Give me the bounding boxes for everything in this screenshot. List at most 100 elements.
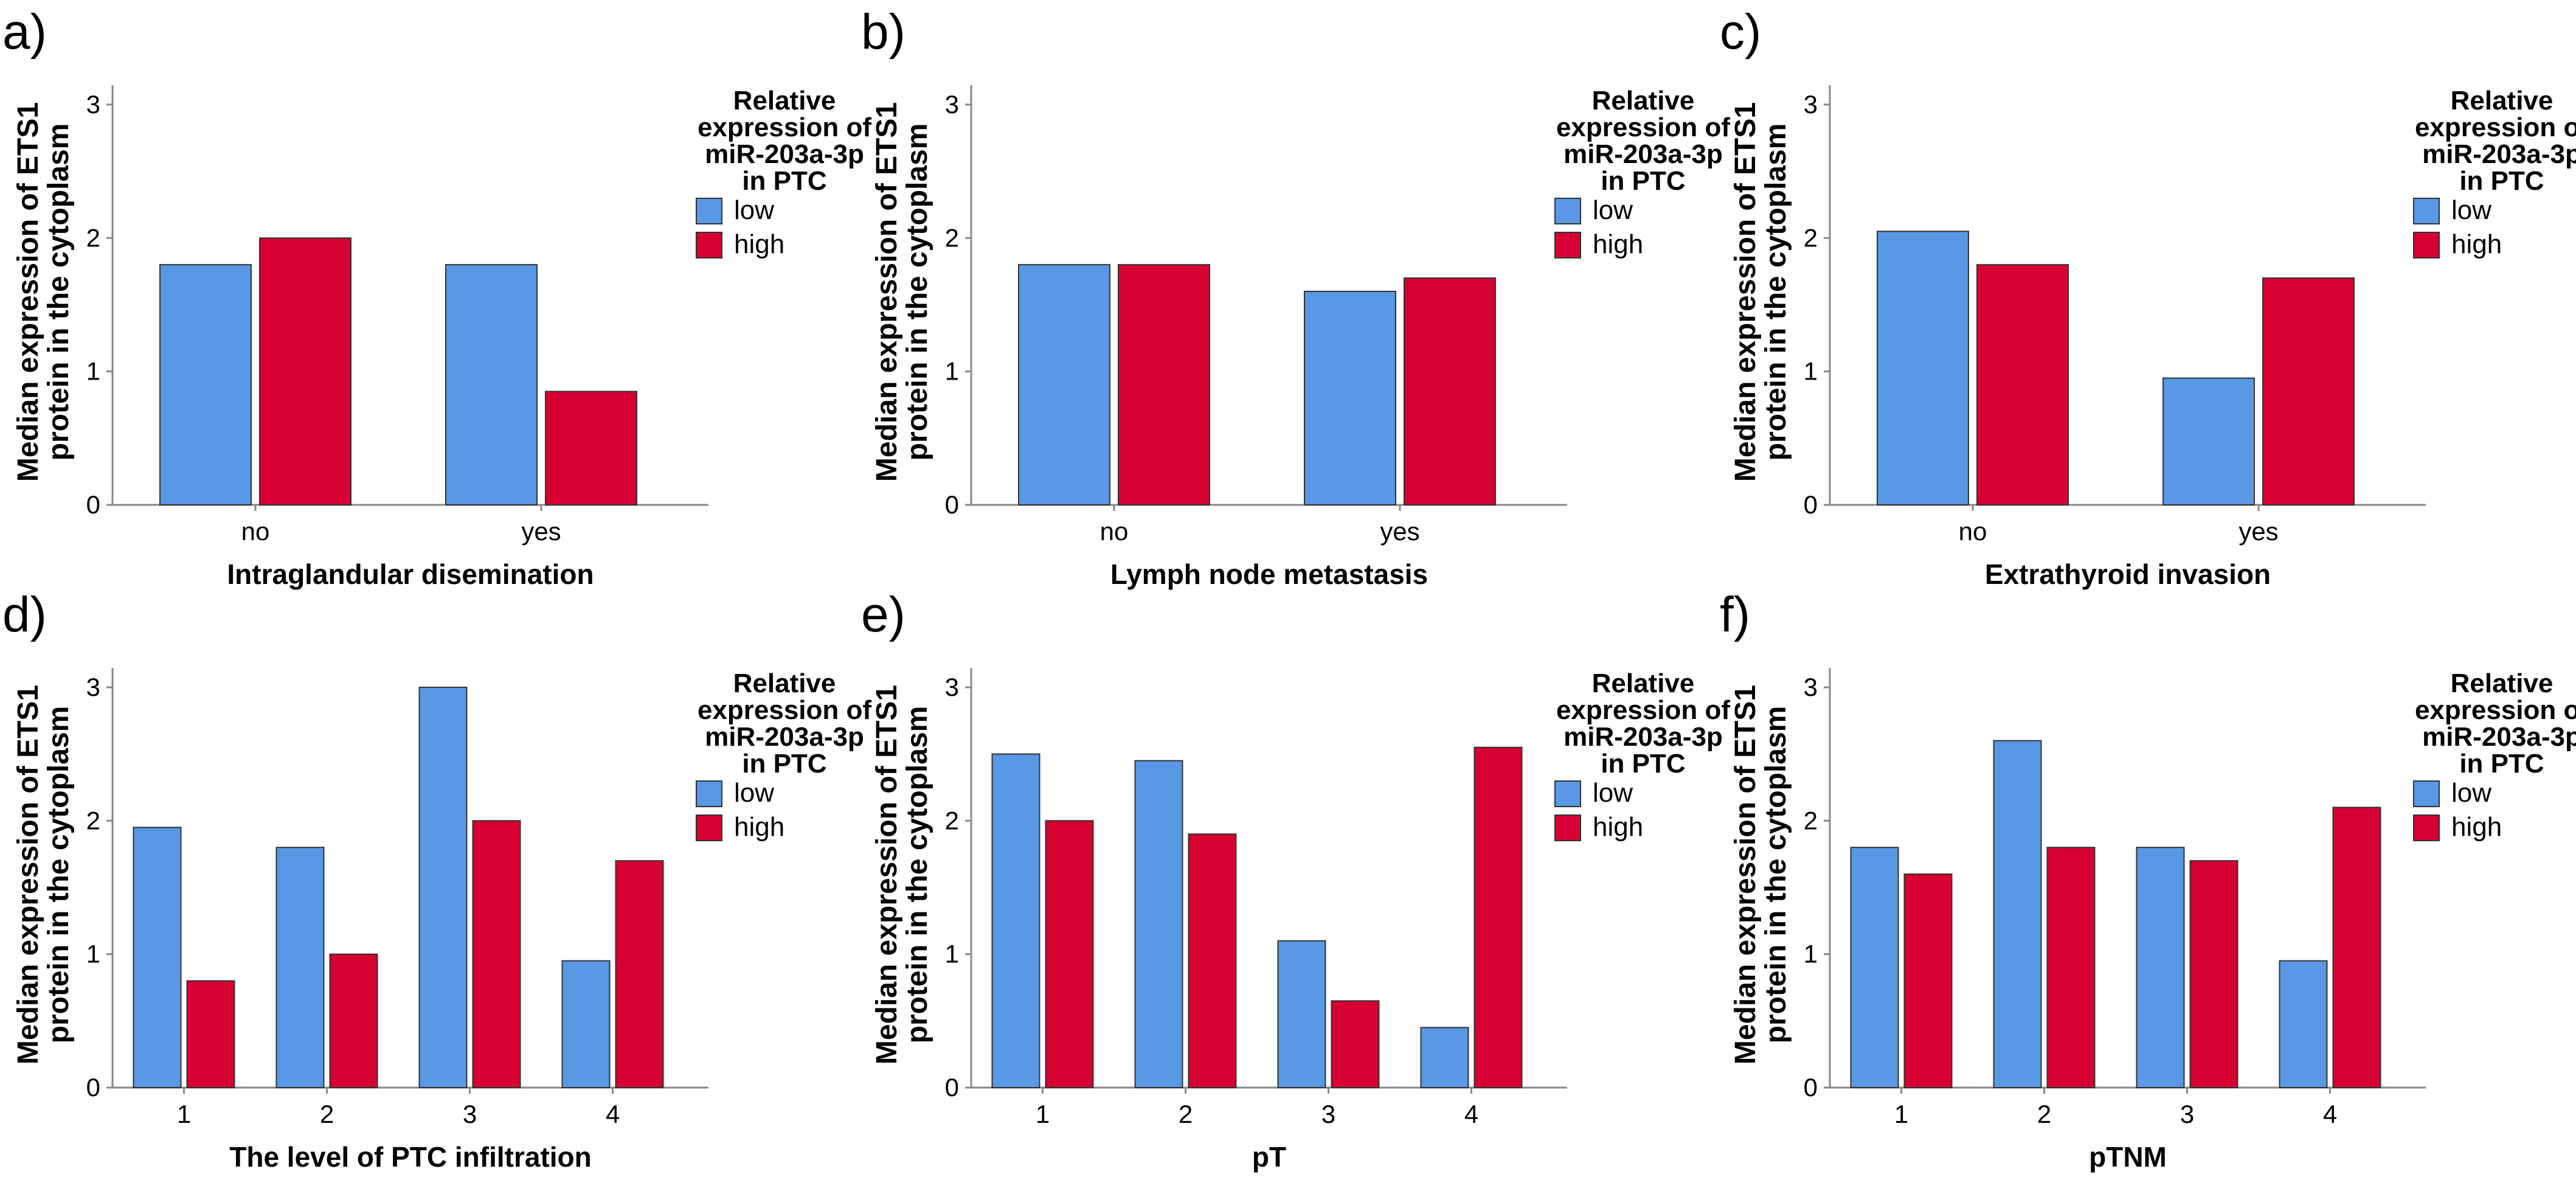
x-axis-label: Extrathyroid invasion bbox=[1985, 558, 2271, 590]
y-axis-label-line-1: Median expression of ETS1 bbox=[12, 102, 44, 482]
y-axis-label-line-2: protein in the cytoplasm bbox=[1760, 123, 1792, 461]
legend-swatch-low bbox=[696, 198, 722, 224]
legend-entry-high: high bbox=[1593, 812, 1643, 842]
bar-low-4 bbox=[561, 960, 611, 1089]
y-tick-label: 3 bbox=[945, 673, 959, 701]
legend-title-line-4: in PTC bbox=[742, 749, 826, 779]
legend-title-line-1: Relative bbox=[733, 668, 836, 698]
bar-low-2 bbox=[1134, 760, 1183, 1089]
x-tick-label-1: 1 bbox=[177, 1100, 191, 1128]
y-tick-label: 3 bbox=[86, 90, 100, 119]
bar-high-3 bbox=[1331, 1000, 1380, 1089]
panel-letter-f: f) bbox=[1720, 587, 1750, 642]
bar-high-4 bbox=[615, 860, 664, 1088]
legend-entry-low: low bbox=[1593, 195, 1633, 225]
chart-panel-a: a) Median expression of ETS1 protein in th… bbox=[0, 0, 871, 590]
y-tick-label: 0 bbox=[945, 490, 959, 519]
bar-high-2 bbox=[1188, 833, 1237, 1088]
legend-title-line-2: expression of bbox=[1556, 113, 1730, 142]
legend-title-line-1: Relative bbox=[1592, 668, 1695, 698]
x-tick-label-2: 2 bbox=[2037, 1100, 2051, 1128]
bar-low-yes bbox=[1304, 291, 1396, 505]
bar-low-yes bbox=[2162, 377, 2255, 506]
legend-swatch-high bbox=[696, 232, 722, 259]
bar-low-no bbox=[159, 264, 252, 505]
bar-low-no bbox=[1018, 264, 1110, 505]
bar-low-3 bbox=[2136, 847, 2185, 1088]
x-tick-label-4: 4 bbox=[2323, 1100, 2337, 1128]
legend-title-line-3: miR-203a-3p bbox=[705, 722, 864, 752]
panel-letter-b: b) bbox=[861, 4, 905, 60]
legend-entry-low: low bbox=[734, 195, 774, 225]
bar-low-no bbox=[1877, 231, 1969, 505]
bar-high-yes bbox=[2262, 277, 2355, 505]
y-tick-label: 1 bbox=[1804, 940, 1818, 968]
x-tick-label-yes: yes bbox=[1380, 517, 1419, 546]
legend-title-line-2: expression of bbox=[2415, 695, 2576, 725]
bar-high-3 bbox=[2189, 860, 2238, 1088]
y-tick-label: 0 bbox=[1804, 1073, 1818, 1102]
x-tick-label-4: 4 bbox=[606, 1100, 620, 1128]
bar-low-1 bbox=[1850, 847, 1899, 1088]
legend-title-line-1: Relative bbox=[2451, 86, 2553, 116]
y-tick-label: 1 bbox=[1804, 357, 1818, 386]
x-tick-label-2: 2 bbox=[320, 1100, 334, 1128]
x-axis-label: Lymph node metastasis bbox=[1110, 558, 1428, 590]
y-tick-label: 2 bbox=[86, 806, 100, 835]
legend-title-line-3: miR-203a-3p bbox=[2422, 139, 2576, 169]
legend-entry-high: high bbox=[2451, 229, 2502, 259]
y-tick-label: 2 bbox=[1804, 223, 1818, 252]
y-tick-label: 2 bbox=[945, 806, 959, 835]
legend-swatch-low bbox=[1554, 198, 1581, 224]
y-tick-label: 3 bbox=[945, 90, 959, 119]
bar-low-3 bbox=[1277, 940, 1326, 1088]
bar-low-4 bbox=[2279, 960, 2328, 1089]
y-tick-label: 0 bbox=[1804, 490, 1818, 519]
x-tick-label-4: 4 bbox=[1464, 1100, 1478, 1128]
legend-swatch-high bbox=[1554, 814, 1581, 841]
legend-entry-high: high bbox=[734, 812, 784, 842]
y-axis-label-line-1: Median expression of ETS1 bbox=[1729, 685, 1762, 1064]
legend-entry-low: low bbox=[2451, 195, 2491, 225]
x-tick-label-3: 3 bbox=[463, 1100, 477, 1128]
bar-high-4 bbox=[2332, 807, 2381, 1088]
bar-high-no bbox=[1976, 264, 2069, 505]
legend-swatch-low bbox=[696, 780, 722, 807]
y-tick-label: 2 bbox=[1804, 806, 1818, 835]
y-tick-label: 3 bbox=[86, 673, 100, 701]
y-axis-label-line-2: protein in the cytoplasm bbox=[43, 706, 75, 1044]
chart-panel-d: d) Median expression of ETS1 protein in th… bbox=[0, 583, 871, 1173]
bar-high-yes bbox=[545, 391, 637, 506]
x-axis-label: The level of PTC infiltration bbox=[229, 1141, 591, 1173]
y-axis-label-line-1: Median expression of ETS1 bbox=[1729, 102, 1762, 482]
y-axis-label-line-2: protein in the cytoplasm bbox=[43, 123, 75, 461]
x-tick-label-no: no bbox=[241, 517, 270, 546]
legend-title-line-2: expression of bbox=[2415, 113, 2576, 142]
x-tick-label-3: 3 bbox=[1321, 1100, 1335, 1128]
legend-entry-low: low bbox=[1593, 778, 1633, 808]
x-axis-label: pT bbox=[1252, 1141, 1286, 1173]
panel-letter-e: e) bbox=[861, 587, 905, 642]
bar-low-2 bbox=[275, 847, 325, 1088]
y-axis-label-line-1: Median expression of ETS1 bbox=[871, 685, 903, 1064]
legend-entry-low: low bbox=[2451, 778, 2491, 808]
legend-swatch-high bbox=[1554, 232, 1581, 259]
legend-title-line-1: Relative bbox=[733, 86, 836, 116]
y-tick-label: 1 bbox=[945, 940, 959, 968]
legend-title-line-3: miR-203a-3p bbox=[1563, 139, 1723, 169]
y-tick-label: 3 bbox=[1804, 90, 1818, 119]
bar-low-2 bbox=[1993, 740, 2042, 1088]
legend-swatch-low bbox=[2413, 780, 2440, 807]
panel-letter-a: a) bbox=[2, 4, 47, 60]
y-axis-label-line-1: Median expression of ETS1 bbox=[12, 685, 44, 1064]
